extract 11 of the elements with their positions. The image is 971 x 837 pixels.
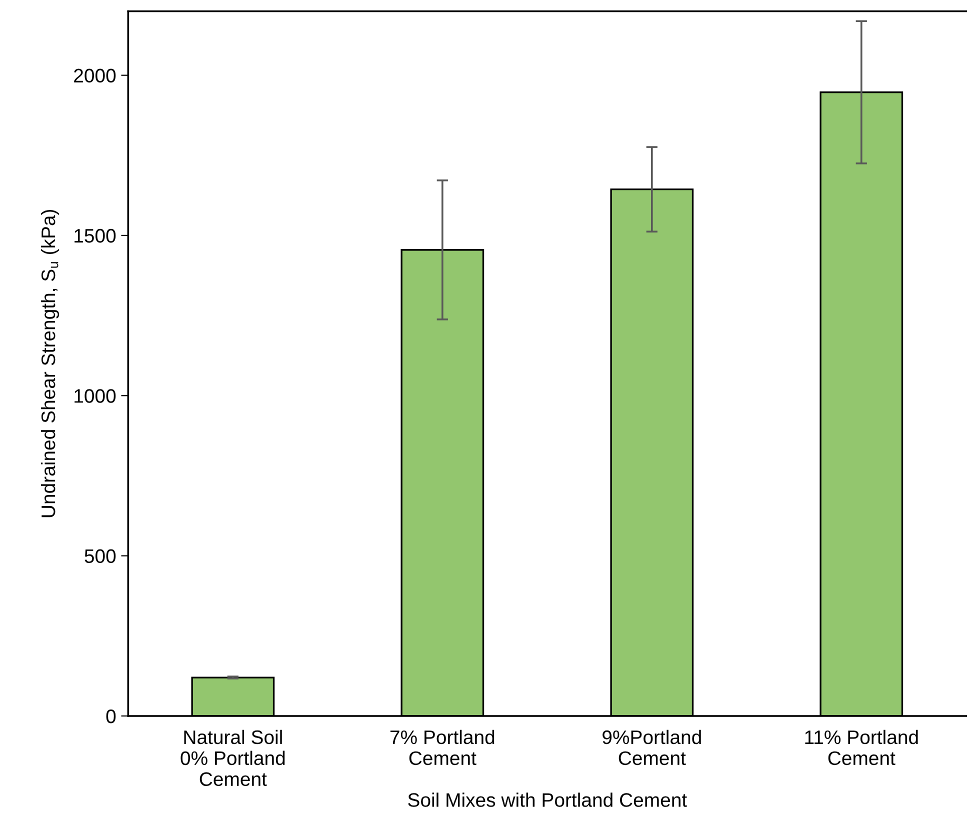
x-tick-label: Natural Soil 0% Portland Cement [180, 730, 285, 786]
x-tick-label: 9%Portland Cement [602, 730, 701, 766]
y-tick-label: 1500 [74, 228, 116, 243]
y-tick-label: 0 [106, 709, 116, 724]
x-tick-label: 11% Portland Cement [805, 730, 918, 766]
x-axis-title: Soil Mixes with Portland Cement [408, 792, 687, 807]
x-tick-label: 7% Portland Cement [390, 730, 494, 766]
y-tick-label: 2000 [74, 68, 116, 83]
y-axis-title: Undrained Shear Strength, S$_{u}$ (kPa) [40, 210, 60, 518]
y-tick-label: 1000 [74, 389, 116, 403]
y-tick-label: 500 [84, 549, 116, 564]
